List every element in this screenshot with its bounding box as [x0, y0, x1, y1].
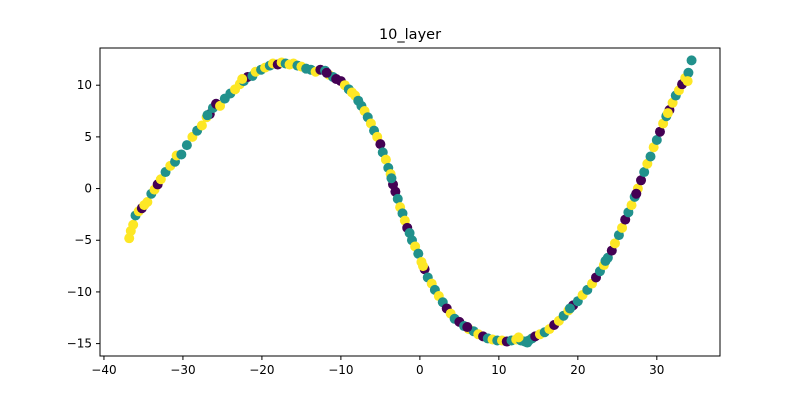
data-point	[413, 248, 424, 259]
data-point	[128, 219, 139, 230]
data-point	[636, 175, 647, 186]
data-point	[683, 67, 694, 78]
chart-title: 10_layer	[379, 27, 441, 43]
x-tick-label: −20	[249, 363, 274, 377]
data-point	[176, 149, 187, 160]
y-tick-label: 5	[84, 130, 92, 144]
data-point	[380, 154, 391, 165]
data-point	[202, 110, 213, 121]
data-point	[375, 139, 386, 150]
plot-frame	[99, 47, 721, 357]
data-point	[513, 332, 524, 343]
data-point	[631, 188, 642, 199]
y-tick-label: −5	[74, 233, 92, 247]
data-point	[662, 108, 673, 119]
data-point	[181, 140, 192, 151]
data-point	[215, 100, 226, 111]
x-tick-label: 30	[649, 363, 664, 377]
points-layer	[124, 55, 697, 348]
data-point	[626, 200, 637, 211]
data-point	[196, 120, 207, 131]
data-point	[600, 255, 611, 266]
y-tick-label: 10	[77, 78, 92, 92]
data-point	[237, 74, 248, 85]
x-tick-label: −30	[170, 363, 195, 377]
y-tick-label: −15	[67, 337, 92, 351]
data-point	[617, 222, 628, 233]
data-point	[418, 261, 429, 272]
x-axis: −40 −30 −20 −10 0 10 20 30	[91, 356, 664, 377]
x-tick-label: −40	[91, 363, 116, 377]
data-point	[651, 134, 662, 145]
y-tick-label: 0	[84, 182, 92, 196]
data-point	[462, 322, 473, 333]
data-point	[564, 303, 575, 314]
data-point	[639, 167, 650, 178]
x-tick-label: 0	[416, 363, 424, 377]
data-point	[386, 173, 397, 184]
data-point	[645, 151, 656, 162]
data-point	[142, 197, 153, 207]
data-point	[686, 55, 697, 66]
data-point	[682, 76, 693, 87]
data-point	[155, 174, 166, 185]
x-tick-label: 20	[570, 363, 585, 377]
x-tick-label: 10	[491, 363, 506, 377]
data-point	[522, 337, 533, 348]
x-tick-label: −10	[328, 363, 353, 377]
data-point	[321, 67, 332, 78]
data-point	[392, 193, 403, 204]
data-point	[654, 126, 665, 137]
y-axis: −15 −10 −5 0 5 10	[67, 78, 100, 351]
y-tick-label: −10	[67, 285, 92, 299]
data-point	[609, 238, 620, 249]
